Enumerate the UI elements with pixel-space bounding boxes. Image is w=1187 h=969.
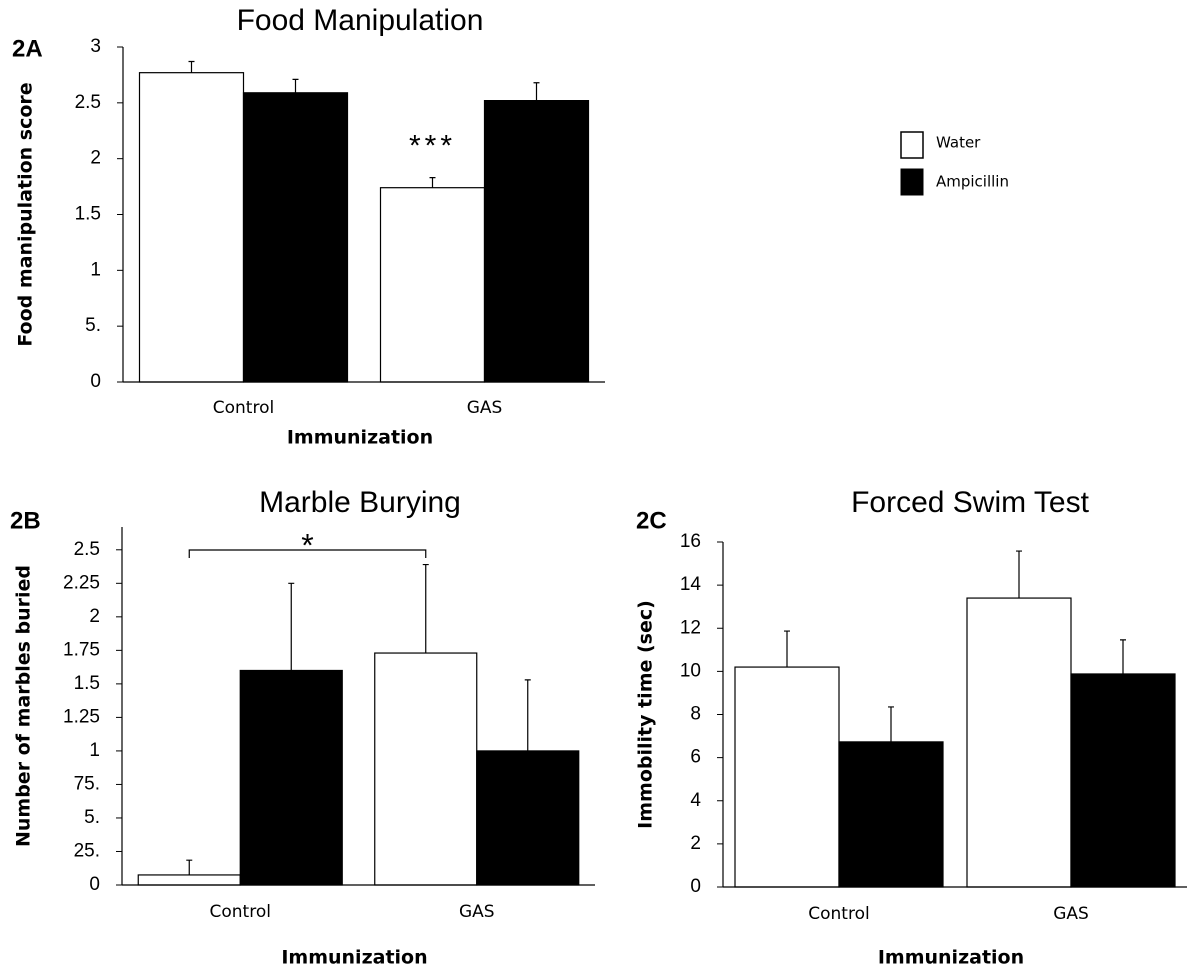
chart-title: Food Manipulation bbox=[237, 4, 484, 37]
x-tick-label: GAS bbox=[459, 902, 495, 922]
error-bar bbox=[292, 78, 299, 93]
error-bar bbox=[1016, 550, 1022, 599]
y-tick-label: 1 bbox=[89, 740, 100, 761]
y-tick-label: 5. bbox=[85, 315, 101, 336]
error-bar bbox=[533, 82, 540, 101]
bar bbox=[242, 92, 349, 383]
y-axis-title: Food manipulation score bbox=[15, 82, 37, 346]
panel-label: 2A bbox=[12, 35, 43, 62]
y-tick-label: 1.5 bbox=[75, 204, 101, 225]
y-tick-label: 2 bbox=[89, 606, 100, 627]
bar bbox=[374, 652, 478, 886]
panel-label: 2B bbox=[10, 507, 41, 534]
y-axis-title: Number of marbles buried bbox=[13, 565, 35, 847]
error-bar bbox=[188, 60, 195, 73]
y-tick-label: 2.25 bbox=[63, 572, 100, 593]
error-bar bbox=[524, 679, 531, 751]
x-tick-label: Control bbox=[808, 904, 869, 924]
bar bbox=[1070, 673, 1176, 888]
bar bbox=[483, 99, 590, 383]
legend-label: Ampicillin bbox=[936, 173, 1009, 191]
bar bbox=[838, 741, 944, 888]
bar bbox=[379, 187, 486, 383]
legend-swatch bbox=[900, 168, 924, 196]
bar bbox=[239, 669, 343, 886]
y-tick-label: 1 bbox=[90, 259, 101, 280]
chart-title: Marble Burying bbox=[259, 486, 461, 519]
y-tick-label: 14 bbox=[680, 574, 702, 595]
y-tick-label: 2.5 bbox=[74, 539, 100, 560]
y-tick-label: 0 bbox=[90, 371, 101, 392]
y-tick-label: 2.5 bbox=[75, 92, 101, 113]
annotation: *** bbox=[409, 130, 456, 163]
y-tick-label: 25. bbox=[74, 840, 100, 861]
y-tick-label: 8 bbox=[690, 704, 701, 725]
error-bar bbox=[186, 859, 193, 875]
significance-bracket bbox=[188, 549, 427, 558]
error-bar bbox=[888, 706, 894, 742]
x-tick-label: Control bbox=[213, 398, 274, 418]
error-bar bbox=[422, 563, 429, 654]
error-bar bbox=[784, 630, 790, 668]
y-tick-label: 5. bbox=[84, 807, 100, 828]
y-tick-label: 2 bbox=[90, 148, 101, 169]
y-tick-label: 0 bbox=[89, 874, 100, 895]
y-tick-label: 75. bbox=[74, 773, 100, 794]
legend-label: Water bbox=[936, 134, 981, 152]
y-tick-label: 12 bbox=[680, 617, 701, 638]
x-axis-title: Immunization bbox=[281, 947, 427, 969]
y-tick-label: 10 bbox=[680, 660, 701, 681]
bar bbox=[138, 72, 245, 383]
x-tick-label: Control bbox=[210, 902, 271, 922]
y-tick-label: 2 bbox=[690, 833, 701, 854]
error-bar bbox=[288, 582, 295, 671]
x-tick-label: GAS bbox=[1053, 904, 1089, 924]
x-axis-title: Immunization bbox=[287, 427, 433, 449]
chart-title: Forced Swim Test bbox=[851, 486, 1090, 519]
panel-label: 2C bbox=[636, 507, 667, 534]
error-bar bbox=[429, 177, 436, 188]
y-tick-label: 4 bbox=[690, 790, 701, 811]
y-tick-label: 1.75 bbox=[63, 639, 100, 660]
y-axis-title: Immobility time (sec) bbox=[635, 600, 657, 829]
y-tick-label: 1.5 bbox=[74, 673, 100, 694]
bar bbox=[476, 750, 580, 886]
bar bbox=[137, 874, 241, 886]
y-tick-label: 6 bbox=[690, 747, 701, 768]
bar bbox=[966, 597, 1072, 888]
y-tick-label: 0 bbox=[690, 876, 701, 897]
x-axis-title: Immunization bbox=[878, 947, 1024, 969]
bar bbox=[734, 666, 840, 888]
annotation: * bbox=[301, 527, 313, 563]
legend-swatch bbox=[900, 131, 924, 159]
error-bar bbox=[1120, 639, 1126, 674]
x-tick-label: GAS bbox=[467, 398, 503, 418]
y-tick-label: 3 bbox=[90, 36, 101, 57]
y-tick-label: 16 bbox=[680, 531, 701, 552]
y-tick-label: 1.25 bbox=[63, 706, 100, 727]
